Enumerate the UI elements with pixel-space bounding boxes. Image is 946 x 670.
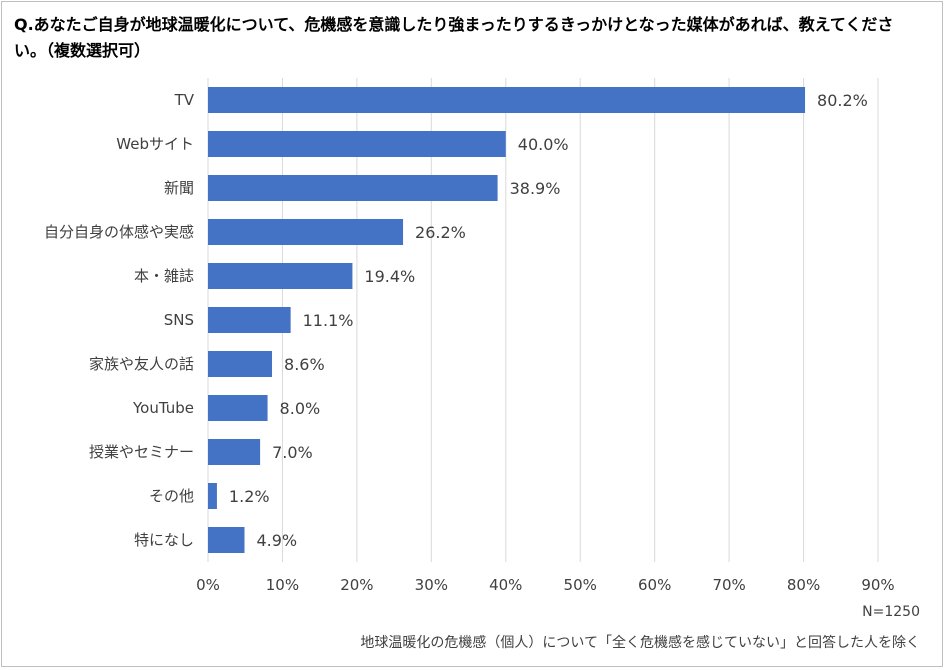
category-label: TV [174, 91, 195, 109]
value-label: 80.2% [817, 91, 868, 110]
sample-size-note: N=1250 [862, 604, 920, 620]
category-label: 特になし [134, 531, 194, 549]
x-tick-label: 80% [787, 576, 820, 594]
bar [208, 263, 353, 289]
category-label: その他 [149, 487, 194, 505]
x-tick-label: 60% [638, 576, 671, 594]
value-label: 11.1% [303, 311, 354, 330]
bar [208, 483, 217, 509]
category-label: 本・雑誌 [134, 267, 194, 285]
bar [208, 87, 806, 113]
value-label: 40.0% [518, 135, 569, 154]
x-tick-label: 0% [196, 576, 220, 594]
x-tick-label: 50% [564, 576, 597, 594]
bar [208, 351, 273, 377]
category-label: SNS [164, 311, 194, 329]
x-tick-label: 70% [712, 576, 745, 594]
chart-title: Q.あなたご自身が地球温暖化について、危機感を意識したり強まったりするきっかけと… [14, 15, 894, 60]
value-label: 38.9% [510, 179, 561, 198]
bar [208, 395, 268, 421]
category-label: 新聞 [164, 179, 194, 197]
category-label: Webサイト [116, 135, 194, 153]
bar [208, 527, 245, 553]
category-label: 家族や友人の話 [89, 355, 194, 373]
x-tick-label: 20% [340, 576, 373, 594]
x-tick-label: 40% [489, 576, 522, 594]
value-label: 7.0% [272, 443, 313, 462]
category-label: YouTube [132, 399, 194, 417]
value-label: 4.9% [256, 531, 297, 550]
value-label: 8.0% [280, 399, 321, 418]
x-tick-label: 30% [415, 576, 448, 594]
x-tick-label: 90% [861, 576, 894, 594]
value-label: 19.4% [364, 267, 415, 286]
x-tick-label: 10% [266, 576, 299, 594]
category-label: 自分自身の体感や実感 [44, 223, 194, 241]
bar [208, 131, 506, 157]
value-label: 26.2% [415, 223, 466, 242]
bar [208, 439, 261, 465]
value-label: 8.6% [284, 355, 325, 374]
condition-note: 地球温暖化の危機感（個人）について「全く危機感を感じていない」と回答した人を除く [360, 635, 920, 651]
bar [208, 175, 498, 201]
category-label: 授業やセミナー [89, 443, 194, 461]
bar [208, 219, 404, 245]
value-label: 1.2% [229, 487, 270, 506]
bar [208, 307, 291, 333]
